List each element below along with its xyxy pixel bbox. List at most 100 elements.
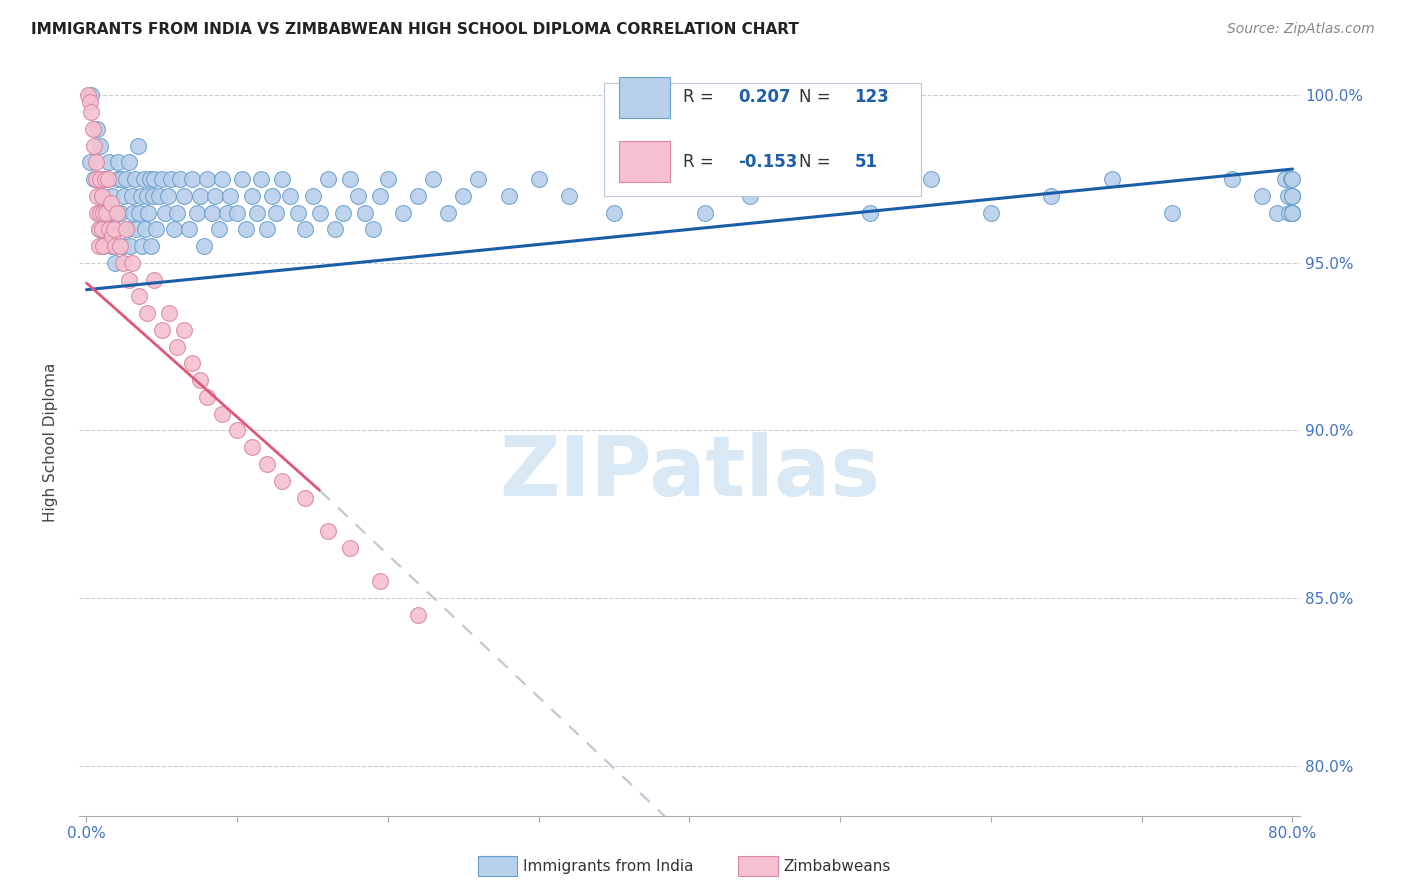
Point <box>143 172 166 186</box>
Point <box>90 189 112 203</box>
Point <box>186 205 208 219</box>
Point <box>406 607 429 622</box>
Point <box>110 172 132 186</box>
Text: Source: ZipAtlas.com: Source: ZipAtlas.com <box>1227 22 1375 37</box>
Point <box>90 189 112 203</box>
Point <box>406 189 429 203</box>
Point <box>156 189 179 203</box>
Point <box>108 239 131 253</box>
Point <box>118 155 141 169</box>
Point <box>89 205 111 219</box>
Point <box>215 205 238 219</box>
Y-axis label: High School Diploma: High School Diploma <box>44 362 58 522</box>
Point <box>231 172 253 186</box>
Point <box>93 172 115 186</box>
Point <box>128 205 150 219</box>
Point <box>91 205 114 219</box>
Point <box>316 524 339 538</box>
Point <box>1281 172 1303 186</box>
Point <box>89 138 111 153</box>
Point <box>354 205 377 219</box>
Point <box>226 424 249 438</box>
Point <box>301 189 323 203</box>
Point <box>124 172 146 186</box>
Point <box>143 273 166 287</box>
Point <box>467 172 489 186</box>
Point <box>114 172 136 186</box>
Point <box>166 205 188 219</box>
Point <box>128 289 150 303</box>
Point <box>693 205 716 219</box>
Point <box>104 239 127 253</box>
Point <box>79 155 101 169</box>
Point <box>181 172 204 186</box>
Point <box>77 88 100 103</box>
Text: IMMIGRANTS FROM INDIA VS ZIMBABWEAN HIGH SCHOOL DIPLOMA CORRELATION CHART: IMMIGRANTS FROM INDIA VS ZIMBABWEAN HIGH… <box>31 22 799 37</box>
Point <box>453 189 475 203</box>
Point <box>1281 205 1303 219</box>
Point <box>166 340 188 354</box>
Point <box>82 121 104 136</box>
Bar <box>619 77 669 118</box>
Point <box>1281 189 1303 203</box>
Point <box>122 205 145 219</box>
Point <box>1160 205 1182 219</box>
Point <box>235 222 257 236</box>
Point <box>1281 189 1303 203</box>
Point <box>94 205 117 219</box>
Point <box>603 205 626 219</box>
Point <box>204 189 226 203</box>
Point <box>131 239 153 253</box>
Point <box>94 222 117 236</box>
Point <box>97 172 120 186</box>
Point <box>240 440 263 454</box>
Point <box>83 172 105 186</box>
Point <box>160 172 183 186</box>
Point <box>980 205 1002 219</box>
Text: R =: R = <box>683 153 720 170</box>
Point <box>118 273 141 287</box>
Point <box>347 189 370 203</box>
Point <box>148 189 170 203</box>
Point <box>100 239 122 253</box>
Point <box>339 541 361 555</box>
Point <box>177 222 200 236</box>
Point <box>1101 172 1123 186</box>
Point <box>111 239 134 253</box>
Point <box>121 256 143 270</box>
Point <box>266 205 288 219</box>
Text: Zimbabweans: Zimbabweans <box>783 859 890 873</box>
Point <box>1251 189 1274 203</box>
Point <box>1267 205 1289 219</box>
Point <box>1274 172 1296 186</box>
Point <box>256 457 278 471</box>
Point <box>142 189 165 203</box>
Point <box>163 222 186 236</box>
Point <box>250 172 273 186</box>
Point <box>104 256 127 270</box>
Point <box>80 88 103 103</box>
Point <box>392 205 415 219</box>
Point <box>422 172 444 186</box>
Point <box>93 172 115 186</box>
Point <box>103 222 125 236</box>
Point <box>294 491 316 505</box>
Text: N =: N = <box>800 153 837 170</box>
Point <box>98 222 121 236</box>
Point <box>101 189 124 203</box>
Point <box>80 105 103 120</box>
Point <box>195 390 218 404</box>
Point <box>218 189 240 203</box>
Text: R =: R = <box>683 88 720 106</box>
Point <box>498 189 520 203</box>
Point <box>135 189 157 203</box>
Point <box>246 205 269 219</box>
Point <box>294 222 316 236</box>
Point <box>920 172 942 186</box>
Text: 123: 123 <box>855 88 889 106</box>
Point <box>287 205 309 219</box>
Point <box>377 172 399 186</box>
Point <box>211 407 233 421</box>
Point <box>83 138 105 153</box>
Point <box>107 155 129 169</box>
